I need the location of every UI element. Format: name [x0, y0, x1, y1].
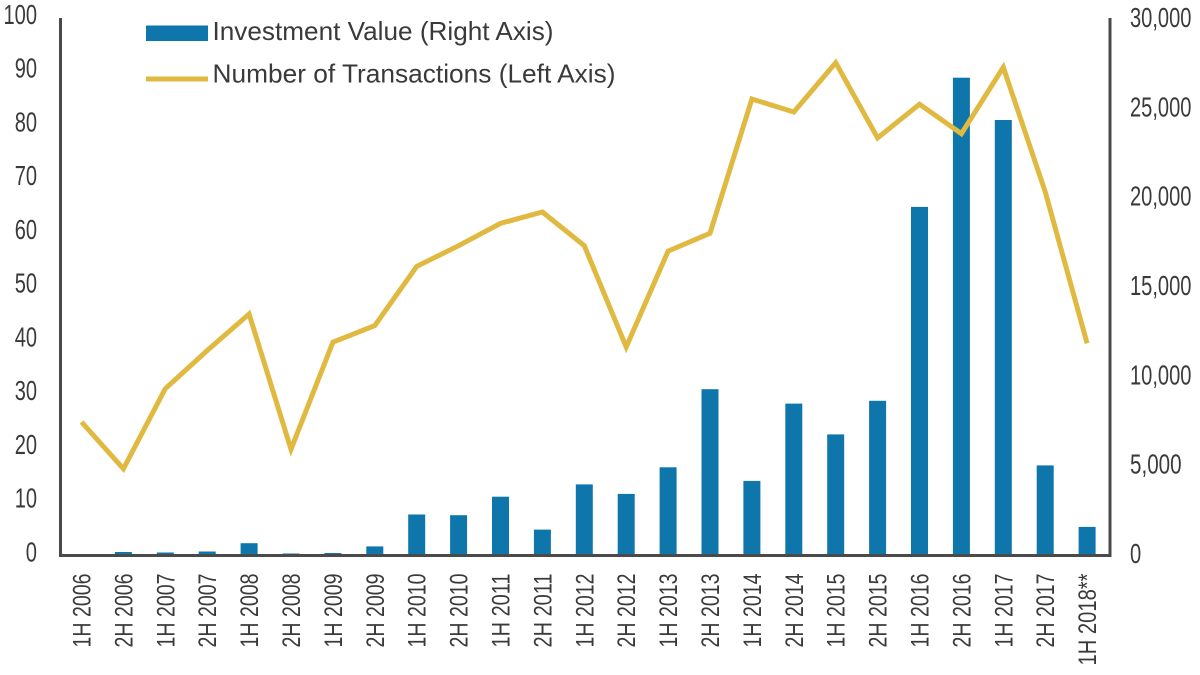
svg-text:1H 2018**: 1H 2018** [1074, 573, 1102, 665]
svg-text:50: 50 [15, 268, 37, 299]
svg-text:10,000: 10,000 [1130, 359, 1191, 390]
svg-text:30: 30 [15, 375, 37, 406]
svg-text:20: 20 [15, 429, 37, 460]
svg-text:1H 2014: 1H 2014 [739, 573, 767, 647]
svg-text:1H 2006: 1H 2006 [69, 574, 97, 648]
svg-text:1H 2009: 1H 2009 [320, 574, 348, 648]
svg-text:5,000: 5,000 [1130, 449, 1182, 480]
svg-text:2H 2009: 2H 2009 [362, 574, 390, 648]
svg-text:2H 2008: 2H 2008 [278, 574, 306, 648]
svg-text:70: 70 [15, 160, 37, 191]
svg-text:2H 2014: 2H 2014 [781, 573, 809, 647]
svg-text:1H 2016: 1H 2016 [907, 574, 935, 648]
svg-text:2H 2010: 2H 2010 [446, 574, 474, 648]
svg-text:2H 2015: 2H 2015 [865, 574, 893, 648]
svg-text:2H 2006: 2H 2006 [110, 574, 138, 648]
svg-text:1H 2013: 1H 2013 [655, 574, 683, 648]
svg-text:2H 2017: 2H 2017 [1032, 574, 1060, 648]
svg-text:80: 80 [15, 106, 37, 137]
svg-text:Number of Transactions (Left A: Number of Transactions (Left Axis) [213, 59, 616, 89]
svg-text:30,000: 30,000 [1130, 2, 1191, 33]
svg-text:20,000: 20,000 [1130, 181, 1191, 212]
svg-text:0: 0 [26, 536, 37, 567]
svg-text:2H 2011: 2H 2011 [529, 574, 557, 648]
svg-text:10: 10 [15, 483, 37, 514]
svg-text:100: 100 [4, 0, 38, 30]
svg-text:40: 40 [15, 321, 37, 352]
svg-text:60: 60 [15, 214, 37, 245]
svg-text:90: 90 [15, 53, 37, 84]
svg-text:1H 2017: 1H 2017 [990, 574, 1018, 648]
svg-text:2H 2007: 2H 2007 [194, 574, 222, 648]
svg-text:2H 2013: 2H 2013 [697, 574, 725, 648]
svg-text:1H 2012: 1H 2012 [571, 574, 599, 648]
svg-text:25,000: 25,000 [1130, 91, 1191, 122]
svg-text:0: 0 [1130, 538, 1141, 569]
svg-text:1H 2008: 1H 2008 [236, 574, 264, 648]
svg-text:1H 2007: 1H 2007 [152, 574, 180, 648]
svg-text:1H 2010: 1H 2010 [404, 574, 432, 648]
svg-text:2H 2012: 2H 2012 [613, 574, 641, 648]
svg-text:Investment Value (Right Axis): Investment Value (Right Axis) [213, 16, 554, 46]
svg-text:2H 2016: 2H 2016 [948, 574, 976, 648]
svg-text:1H 2015: 1H 2015 [823, 574, 851, 648]
svg-text:1H 2011: 1H 2011 [488, 574, 516, 648]
svg-text:15,000: 15,000 [1130, 270, 1191, 301]
